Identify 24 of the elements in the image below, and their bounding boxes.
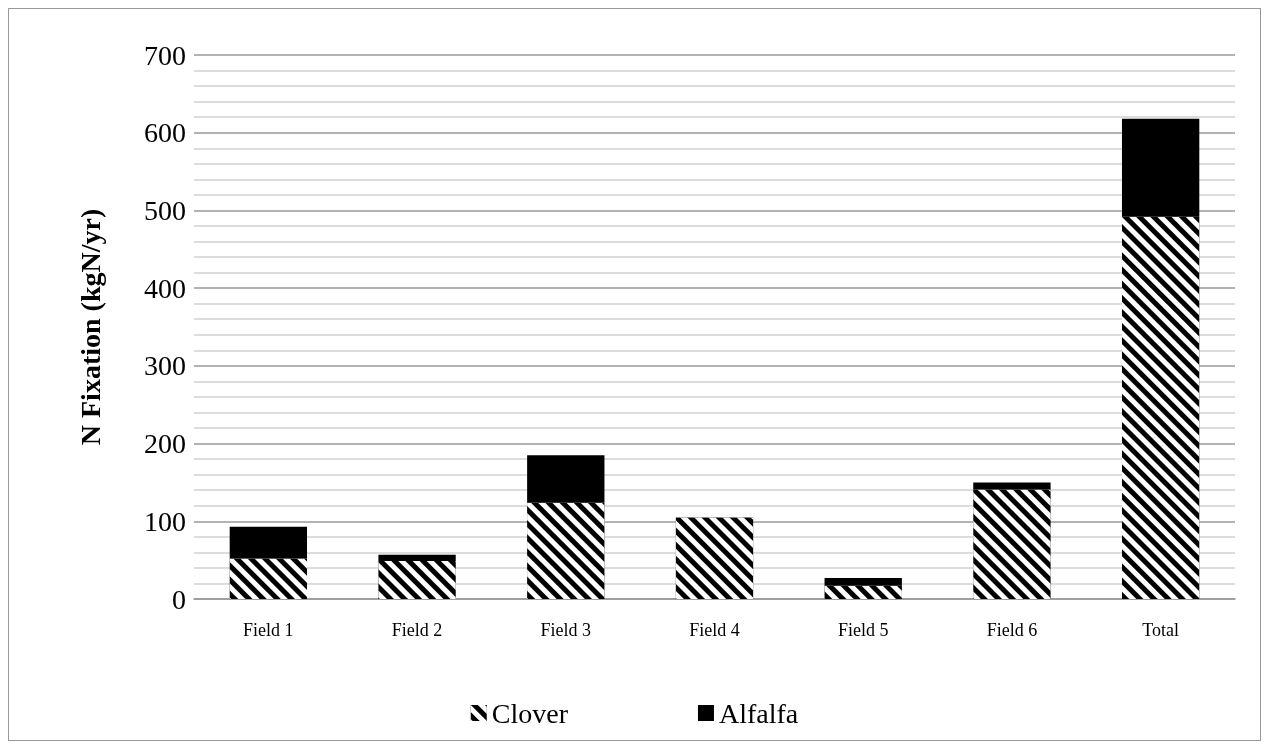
y-tick-label: 200 — [144, 428, 186, 460]
legend-label: Alfalfa — [718, 697, 799, 729]
y-axis-title: N Fixation (kgN/yr) — [74, 208, 106, 446]
y-tick-label: 400 — [144, 272, 186, 304]
bar — [229, 526, 308, 559]
y-tick-label: 0 — [172, 583, 186, 615]
legend-label: Clover — [491, 697, 569, 729]
bar — [527, 455, 605, 503]
y-tick-label: 700 — [144, 39, 186, 71]
bar — [824, 578, 902, 586]
x-tick-label: Field 3 — [540, 620, 592, 640]
y-tick-label: 100 — [144, 505, 186, 537]
bar — [1121, 118, 1200, 217]
y-tick-label: 600 — [144, 117, 186, 149]
y-tick-label: 500 — [144, 194, 186, 226]
x-tick-label: Field 2 — [391, 620, 443, 640]
x-tick-label: Field 6 — [986, 620, 1038, 640]
x-tick-label: Field 4 — [689, 620, 740, 640]
bar — [973, 482, 1051, 490]
x-tick-label: Field 1 — [243, 620, 294, 640]
y-tick-label: 300 — [144, 350, 186, 382]
x-tick-label: Field 5 — [837, 620, 889, 640]
bar — [378, 554, 456, 561]
x-tick-label: Total — [1142, 620, 1180, 640]
